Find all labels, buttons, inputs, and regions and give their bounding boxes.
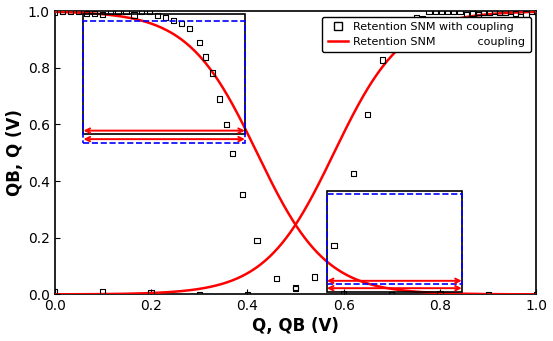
Point: [169, 17, 178, 23]
Point: [147, 290, 155, 295]
Point: [153, 13, 162, 18]
Point: [490, 8, 499, 14]
Point: [330, 242, 338, 248]
Point: [431, 9, 440, 14]
Legend: Retention SNM with coupling, Retention SNM            coupling: Retention SNM with coupling, Retention S…: [322, 17, 531, 52]
Point: [394, 29, 403, 34]
Point: [436, 291, 445, 296]
Point: [425, 9, 434, 14]
Point: [474, 10, 483, 15]
Point: [437, 8, 446, 14]
Point: [82, 11, 91, 16]
Point: [406, 19, 415, 24]
Point: [468, 11, 477, 16]
Point: [58, 8, 67, 14]
Point: [400, 25, 409, 30]
Point: [238, 192, 247, 197]
Point: [161, 15, 170, 20]
Point: [388, 41, 397, 46]
Point: [291, 285, 300, 290]
Point: [253, 238, 262, 243]
Point: [138, 8, 147, 14]
Point: [145, 8, 154, 14]
Point: [527, 8, 536, 14]
Point: [177, 21, 186, 26]
Point: [378, 57, 387, 63]
Point: [98, 11, 107, 17]
Point: [208, 70, 217, 76]
Point: [114, 8, 123, 14]
Point: [485, 10, 494, 15]
Y-axis label: QB, Q (V): QB, Q (V): [6, 109, 24, 196]
Text: without: without: [413, 36, 461, 47]
Bar: [84, 21, 245, 143]
Point: [90, 11, 98, 16]
Point: [388, 292, 397, 297]
Point: [474, 12, 483, 17]
Point: [450, 9, 458, 14]
Point: [349, 171, 358, 177]
Point: [363, 112, 372, 117]
Point: [74, 8, 83, 14]
Point: [106, 8, 114, 14]
Point: [511, 11, 520, 16]
Point: [228, 151, 237, 157]
Point: [195, 40, 204, 45]
Point: [500, 10, 509, 15]
Point: [517, 8, 525, 14]
Point: [98, 288, 107, 294]
Point: [532, 8, 541, 14]
Point: [340, 291, 348, 296]
Point: [419, 15, 427, 21]
Point: [201, 54, 210, 60]
Point: [310, 274, 319, 280]
Point: [484, 292, 493, 297]
Bar: [327, 194, 462, 284]
Point: [532, 292, 541, 297]
Point: [222, 122, 231, 128]
Point: [462, 12, 471, 17]
Point: [195, 292, 204, 297]
Point: [243, 292, 252, 297]
Point: [50, 288, 59, 294]
Point: [66, 8, 75, 14]
Bar: [84, 14, 245, 134]
Point: [122, 8, 131, 14]
Point: [479, 9, 488, 15]
Point: [495, 9, 504, 15]
Point: [456, 8, 465, 14]
Point: [521, 11, 530, 17]
Point: [291, 286, 300, 292]
Point: [129, 12, 138, 18]
Point: [50, 9, 59, 15]
Point: [185, 26, 194, 31]
Point: [272, 276, 281, 281]
Point: [215, 96, 224, 102]
X-axis label: Q, QB (V): Q, QB (V): [252, 317, 339, 336]
Bar: [327, 191, 462, 292]
Point: [506, 8, 515, 14]
Point: [412, 15, 421, 21]
Point: [443, 8, 452, 14]
